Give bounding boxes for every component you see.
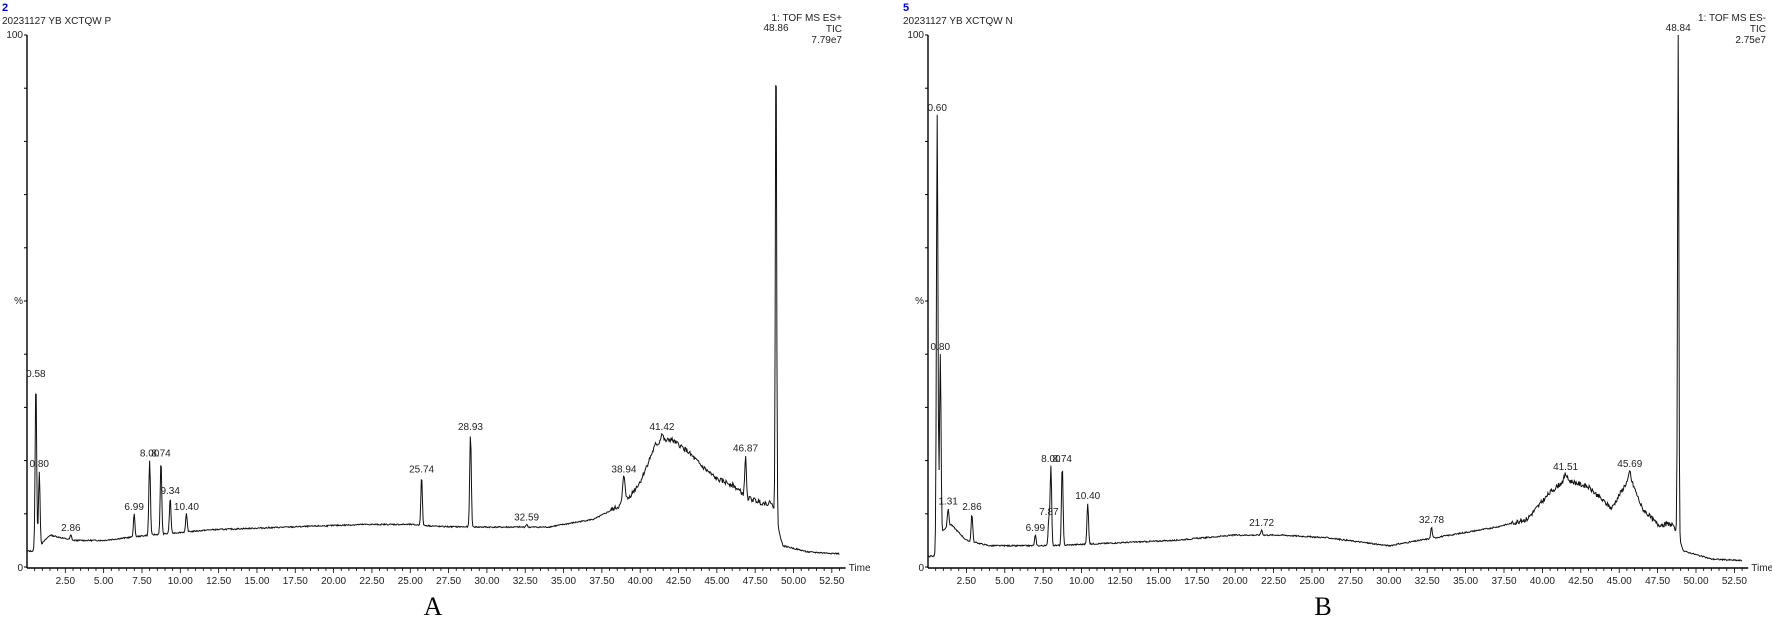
y-top-label: 100 xyxy=(907,30,924,41)
y-bottom-label: 0 xyxy=(918,563,924,574)
x-tick-label: 30.00 xyxy=(474,576,499,587)
peak-label: 32.78 xyxy=(1419,515,1444,526)
x-tick-label: 35.00 xyxy=(1453,576,1478,587)
intensity-label: 2.75e7 xyxy=(1735,35,1766,46)
x-tick-label: 45.00 xyxy=(1607,576,1632,587)
x-tick-label: 15.00 xyxy=(1146,576,1171,587)
peak-label: 21.72 xyxy=(1249,518,1274,529)
intensity-label: 7.79e7 xyxy=(811,35,842,46)
x-tick-label: 52.50 xyxy=(1722,576,1747,587)
x-tick-label: 35.00 xyxy=(551,576,576,587)
y-bottom-label: 0 xyxy=(17,563,23,574)
x-tick-label: 37.50 xyxy=(1491,576,1516,587)
peak-label: 41.42 xyxy=(649,422,674,433)
peak-label: 10.40 xyxy=(174,502,199,513)
peak-label: 6.99 xyxy=(1026,523,1046,534)
x-tick-label: 20.00 xyxy=(321,576,346,587)
x-tick-label: 27.50 xyxy=(436,576,461,587)
peak-label: 0.80 xyxy=(30,459,50,470)
peak-label: 0.80 xyxy=(931,342,951,353)
chromatogram-b-svg: 5 20231127 YB XCTQW N 1: TOF MS ES-TIC2.75… xyxy=(903,2,1772,621)
x-tick-label: 17.50 xyxy=(283,576,308,587)
x-tick-label: 12.50 xyxy=(1107,576,1132,587)
x-tick-label: 40.00 xyxy=(1530,576,1555,587)
x-tick-label: 50.00 xyxy=(781,576,806,587)
panel-caption: B xyxy=(1314,592,1331,621)
peak-label: 8.74 xyxy=(151,449,171,460)
chromatogram-a-svg: 2 20231127 YB XCTQW P 1: TOF MS ES+TIC7.79… xyxy=(2,2,871,621)
tic-trace xyxy=(927,34,1743,562)
peak-label: 2.86 xyxy=(61,523,81,534)
peak-label: 46.87 xyxy=(733,443,758,454)
peak-label: 32.59 xyxy=(514,512,539,523)
trace-label: TIC xyxy=(826,24,842,35)
x-tick-label: 45.00 xyxy=(704,576,729,587)
panel-caption: A xyxy=(424,592,443,621)
peak-label: 45.69 xyxy=(1617,459,1642,470)
peak-label: 10.40 xyxy=(1075,491,1100,502)
peak-label: 41.51 xyxy=(1553,462,1578,473)
y-mid-label: % xyxy=(915,296,924,307)
peak-label: 25.74 xyxy=(409,465,434,476)
y-top-label: 100 xyxy=(6,30,23,41)
x-tick-label: 5.00 xyxy=(995,576,1015,587)
chromatogram-panel-a: 2 20231127 YB XCTQW P 1: TOF MS ES+ TIC 7.79… xyxy=(2,2,871,621)
x-tick-label: 25.00 xyxy=(1299,576,1324,587)
trace-label: TIC xyxy=(1750,24,1766,35)
x-tick-label: 32.50 xyxy=(1415,576,1440,587)
x-axis-label: Time xyxy=(849,563,871,574)
function-label: 1: TOF MS ES+ xyxy=(772,13,843,24)
peak-label: 1.31 xyxy=(938,496,958,507)
x-axis-label: Time xyxy=(1751,563,1772,574)
chromatogram-panel-b: 5 20231127 YB XCTQW N 1: TOF MS ES- TIC 2.75… xyxy=(886,0,1772,626)
x-tick-label: 22.50 xyxy=(1261,576,1286,587)
x-tick-label: 15.00 xyxy=(244,576,269,587)
peak-label: 48.84 xyxy=(1666,23,1691,34)
x-tick-label: 27.50 xyxy=(1338,576,1363,587)
x-tick-label: 20.00 xyxy=(1223,576,1248,587)
x-tick-label: 47.50 xyxy=(1645,576,1670,587)
x-tick-label: 42.50 xyxy=(1568,576,1593,587)
x-tick-label: 37.50 xyxy=(589,576,614,587)
x-tick-label: 10.00 xyxy=(1069,576,1094,587)
x-tick-label: 17.50 xyxy=(1184,576,1209,587)
x-tick-label: 10.00 xyxy=(168,576,193,587)
panel-number: 5 xyxy=(903,2,909,14)
x-tick-label: 7.50 xyxy=(1033,576,1053,587)
peak-label: 0.58 xyxy=(26,369,46,380)
peak-label: 8.00 xyxy=(1041,454,1061,465)
x-tick-label: 32.50 xyxy=(513,576,538,587)
x-tick-label: 2.50 xyxy=(56,576,76,587)
x-tick-label: 52.50 xyxy=(819,576,844,587)
x-tick-label: 7.50 xyxy=(132,576,152,587)
peak-label: 8.00 xyxy=(140,449,160,460)
sample-name: 20231127 YB XCTQW N xyxy=(903,16,1013,27)
tic-trace xyxy=(26,85,840,555)
x-tick-label: 30.00 xyxy=(1376,576,1401,587)
peak-label: 48.86 xyxy=(764,23,789,34)
x-tick-label: 22.50 xyxy=(359,576,384,587)
x-tick-label: 25.00 xyxy=(398,576,423,587)
peak-label: 7.87 xyxy=(1039,507,1059,518)
x-tick-label: 12.50 xyxy=(206,576,231,587)
x-tick-label: 42.50 xyxy=(666,576,691,587)
peak-label: 8.74 xyxy=(1053,454,1073,465)
function-label: 1: TOF MS ES- xyxy=(1698,13,1766,24)
peak-label: 0.60 xyxy=(927,103,947,114)
sample-name: 20231127 YB XCTQW P xyxy=(2,16,111,27)
peak-label: 28.93 xyxy=(458,422,483,433)
x-tick-label: 5.00 xyxy=(94,576,114,587)
peak-label: 38.94 xyxy=(611,465,636,476)
x-tick-label: 40.00 xyxy=(628,576,653,587)
x-tick-label: 47.50 xyxy=(743,576,768,587)
x-tick-label: 2.50 xyxy=(957,576,977,587)
peak-label: 2.86 xyxy=(962,502,982,513)
peak-label: 9.34 xyxy=(160,486,180,497)
x-tick-label: 50.00 xyxy=(1683,576,1708,587)
y-mid-label: % xyxy=(14,296,23,307)
panel-number: 2 xyxy=(2,2,8,14)
peak-label: 6.99 xyxy=(124,502,144,513)
